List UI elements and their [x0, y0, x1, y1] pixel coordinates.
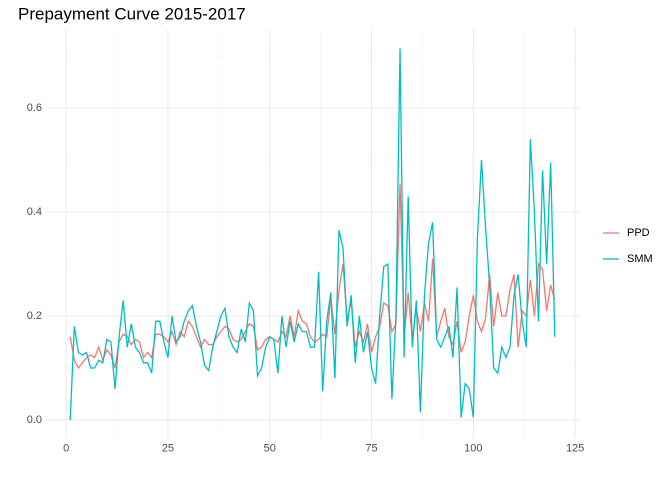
legend-label: PPD — [627, 227, 650, 239]
y-tick-label: 0.2 — [27, 310, 42, 322]
x-tick-label: 50 — [264, 443, 276, 455]
x-tick-label: 125 — [566, 443, 584, 455]
x-tick-label: 75 — [365, 443, 377, 455]
y-tick-label: 0.0 — [27, 414, 42, 426]
y-tick-label: 0.6 — [27, 102, 42, 114]
y-tick-label: 0.4 — [27, 206, 42, 218]
x-tick-label: 100 — [464, 443, 482, 455]
legend-label: SMM — [627, 253, 653, 265]
series-line — [69, 48, 556, 421]
series-line — [69, 183, 556, 370]
x-tick-label: 25 — [162, 443, 174, 455]
chart-title: Prepayment Curve 2015-2017 — [18, 4, 246, 23]
x-tick-label: 0 — [63, 443, 69, 455]
